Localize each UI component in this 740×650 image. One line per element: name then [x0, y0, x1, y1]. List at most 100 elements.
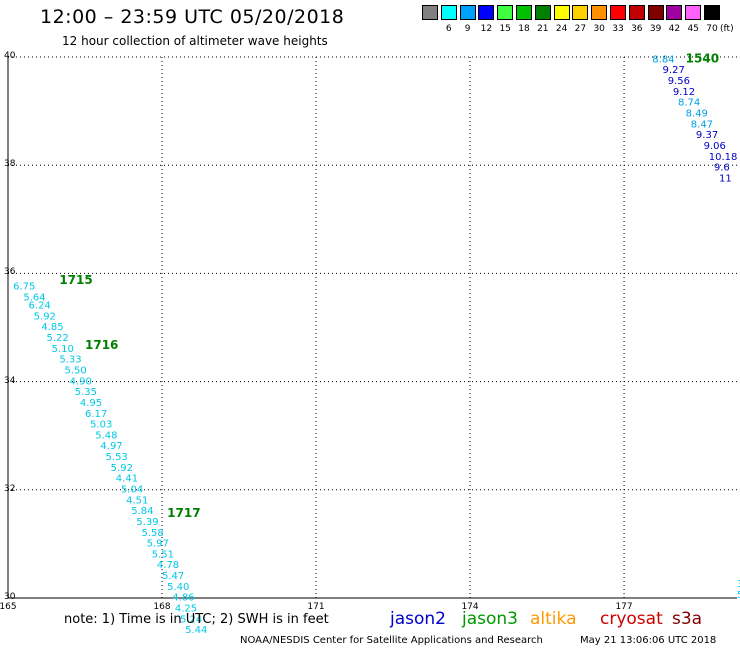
- wave-height-value: 4.90: [70, 376, 92, 387]
- scale-label: 9: [464, 24, 471, 34]
- scale-label: 33: [612, 24, 624, 34]
- wave-height-value: 8.47: [691, 119, 713, 130]
- scale-swatch: [647, 5, 664, 20]
- latitude-label: 32: [4, 483, 16, 494]
- wave-height-value: 9.12: [673, 87, 695, 98]
- scale-label: 70: [706, 24, 718, 34]
- pass-time-label: 1716: [85, 338, 118, 352]
- pass-time-label: 1717: [167, 506, 200, 520]
- latitude-label: 38: [4, 159, 16, 170]
- wave-height-value: 5.35: [75, 387, 97, 398]
- wave-height-value: 4.25: [175, 604, 197, 615]
- wave-height-value: 9.06: [704, 141, 726, 152]
- wave-height-value: 5.53: [106, 452, 128, 463]
- wave-height-value: 5.97: [147, 539, 169, 550]
- scale-swatch: [459, 5, 476, 20]
- scale-label: 12: [480, 24, 493, 34]
- longitude-label: 177: [615, 602, 633, 612]
- credit-text: NOAA/NESDIS Center for Satellite Applica…: [240, 635, 543, 646]
- wave-height-value: 5.33: [59, 355, 81, 366]
- wave-height-value: 5.24: [180, 614, 202, 625]
- scale-swatch: [685, 5, 702, 20]
- longitude-label: 168: [153, 602, 171, 612]
- wave-height-value: 6.24: [29, 301, 51, 312]
- note-text: note: 1) Time is in UTC; 2) SWH is in fe…: [64, 612, 329, 627]
- longitude-label: 165: [0, 602, 17, 612]
- wave-height-value: 9.27: [663, 65, 685, 76]
- wave-height-value: 8.49: [686, 109, 708, 120]
- scale-label: 42: [668, 24, 681, 34]
- latitude-label: 36: [4, 267, 16, 278]
- scale-unit: (ft): [720, 24, 734, 34]
- latitude-label: 34: [4, 375, 16, 386]
- wave-height-value: 4.97: [100, 441, 122, 452]
- scale-swatch: [610, 5, 626, 20]
- scale-swatch: [591, 5, 608, 20]
- wave-height-value: 5.92: [111, 463, 133, 474]
- wave-height-value: 4.85: [41, 322, 63, 333]
- wave-height-value: 5.44: [185, 625, 207, 636]
- wave-height-value: 8.74: [678, 98, 700, 109]
- wave-height-value: 5.48: [95, 430, 117, 441]
- scale-swatch: [534, 5, 551, 20]
- scale-label: 27: [574, 24, 587, 34]
- wave-height-value: 4.51: [126, 495, 148, 506]
- map-title: 12:00 – 23:59 UTC 05/20/2018: [40, 6, 345, 28]
- scale-swatch: [478, 5, 495, 20]
- scale-swatch: [666, 5, 683, 20]
- wave-height-value: 5.04: [121, 485, 143, 496]
- timestamp-text: May 21 13:06:06 UTC 2018: [580, 635, 717, 646]
- scale-label: 36: [631, 24, 643, 34]
- wave-height-value: 9.37: [696, 130, 718, 141]
- wave-height-value: 6.17: [85, 409, 107, 420]
- wave-height-value: 5.51: [152, 549, 174, 560]
- altimeter-tracks: 6.755.646.245.924.855.225.1017155.335.50…: [13, 51, 740, 636]
- legend-item: jason3: [462, 609, 518, 629]
- wave-height-value: 5.84: [131, 506, 153, 517]
- wave-height-value: 5.22: [47, 333, 69, 344]
- scale-label: 30: [593, 24, 605, 34]
- scale-swatch: [572, 5, 589, 20]
- wave-height-value: 5.40: [167, 582, 189, 593]
- pass-time-label: 1540: [686, 51, 719, 65]
- longitude-label: 171: [307, 602, 325, 612]
- scale-label: 45: [687, 24, 699, 34]
- wave-height-value: 5.64: [23, 292, 45, 303]
- legend-item: jason2: [390, 609, 446, 629]
- wave-height-value: 5.10: [52, 344, 74, 355]
- wave-height-value: 4.78: [157, 560, 179, 571]
- scale-swatch: [516, 5, 532, 20]
- wave-height-value: 5.92: [34, 311, 56, 322]
- scale-swatch: [704, 5, 720, 20]
- legend-item: cryosat: [600, 609, 663, 629]
- wave-height-value: 5.58: [141, 528, 163, 539]
- wave-height-value: 9.56: [668, 76, 690, 87]
- scale-label: 6: [445, 24, 452, 34]
- wave-height-value: 5.03: [90, 420, 112, 431]
- scale-swatch: [553, 5, 570, 20]
- latitude-label: 30: [4, 592, 16, 602]
- scale-swatch: [422, 5, 438, 20]
- wave-height-value: 5.47: [162, 571, 184, 582]
- wave-height-value: 3: [737, 579, 740, 590]
- wave-height-value: 4.95: [80, 398, 102, 409]
- scale-label: 21: [537, 24, 549, 34]
- wave-height-value: 9.6: [714, 163, 730, 174]
- legend-item: altika: [530, 609, 577, 629]
- scale-swatch: [628, 5, 645, 20]
- wave-height-value: 11: [719, 173, 732, 184]
- scale-label: 39: [649, 24, 662, 34]
- lat-lon-grid: [7, 56, 737, 599]
- scale-swatch: [440, 5, 457, 20]
- wave-height-value: 5.39: [136, 517, 158, 528]
- wave-height-value: 4.86: [172, 593, 194, 604]
- scale-swatch: [497, 5, 514, 20]
- latitude-label: 40: [4, 51, 16, 61]
- wave-height-value: 10.18: [709, 152, 738, 163]
- pass-time-label: 1715: [59, 273, 92, 287]
- wave-height-value: 4.41: [116, 474, 138, 485]
- map-subtitle: 12 hour collection of altimeter wave hei…: [62, 34, 328, 48]
- legend-item: s3a: [672, 609, 703, 629]
- wave-height-value: 8.84: [652, 54, 674, 65]
